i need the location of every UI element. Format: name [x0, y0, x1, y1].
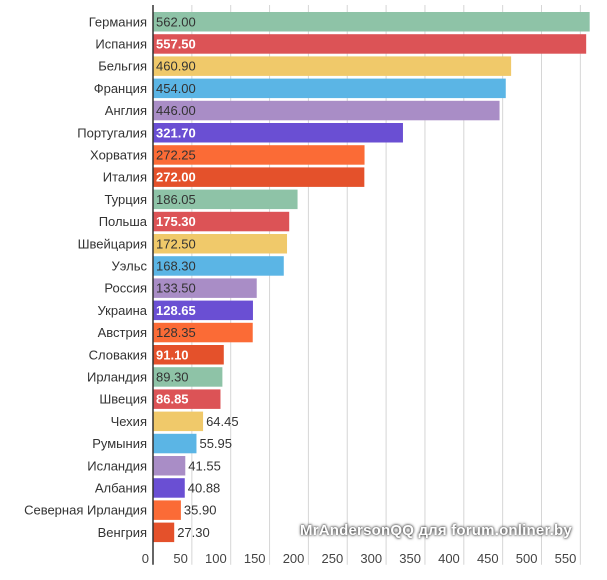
bar [153, 278, 257, 298]
category-label: Франция [94, 81, 147, 96]
category-label: Уэльс [112, 258, 148, 273]
x-tick-label: 200 [283, 551, 305, 566]
data-label: 128.35 [156, 325, 196, 340]
bar [153, 345, 224, 365]
data-label: 175.30 [156, 214, 196, 229]
data-label: 557.50 [156, 36, 196, 51]
bar [153, 389, 221, 409]
category-label: Швеция [99, 392, 147, 407]
bar [153, 123, 403, 143]
x-tick-label: 550 [555, 551, 577, 566]
x-tick-label: 100 [205, 551, 227, 566]
x-tick-label: 250 [322, 551, 344, 566]
data-label: 446.00 [156, 103, 196, 118]
category-label: Исландия [87, 458, 147, 473]
data-label: 272.00 [156, 170, 196, 185]
data-label: 172.50 [156, 236, 196, 251]
bar [153, 34, 587, 54]
data-label: 272.25 [156, 147, 196, 162]
bar [153, 145, 365, 165]
category-label: Бельгия [98, 59, 147, 74]
bar [153, 433, 197, 454]
x-tick-label: 0 [142, 551, 149, 566]
data-label: 128.65 [156, 303, 196, 318]
bar [153, 12, 590, 32]
bar [153, 78, 506, 99]
category-label: Албания [95, 480, 147, 495]
data-label: 168.30 [156, 258, 196, 273]
category-label: Украина [98, 303, 148, 318]
x-tick-label: 500 [516, 551, 538, 566]
x-tick-label: 450 [477, 551, 499, 566]
category-label: Англия [105, 103, 147, 118]
category-label: Венгрия [98, 525, 147, 540]
x-tick-label: 350 [399, 551, 421, 566]
bar [153, 367, 223, 387]
category-label: Испания [95, 36, 147, 51]
category-label: Португалия [77, 125, 147, 140]
bar [153, 256, 284, 276]
category-label: Чехия [111, 414, 147, 429]
data-label: 64.45 [206, 414, 239, 429]
data-label: 186.05 [156, 192, 196, 207]
data-label: 562.00 [156, 14, 196, 29]
bar [153, 500, 181, 520]
bar [153, 167, 365, 187]
bar [153, 211, 290, 232]
data-label: 41.55 [188, 458, 221, 473]
data-label: 89.30 [156, 369, 189, 384]
x-tick-label: 300 [360, 551, 382, 566]
data-label: 91.10 [156, 347, 189, 362]
data-label: 86.85 [156, 392, 189, 407]
bar [153, 189, 298, 210]
data-label: 133.50 [156, 281, 196, 296]
data-label: 460.90 [156, 59, 196, 74]
category-label: Северная Ирландия [24, 503, 147, 518]
bar [153, 456, 186, 476]
watermark: MrAndersonQQ для forum.onliner.by [300, 522, 572, 539]
category-label: Германия [89, 14, 147, 29]
bar [153, 322, 253, 343]
bar [153, 411, 204, 432]
category-label: Словакия [89, 347, 147, 362]
data-label: 55.95 [199, 436, 232, 451]
x-tick-label: 50 [173, 551, 187, 566]
category-label: Польша [99, 214, 148, 229]
category-label: Хорватия [90, 147, 147, 162]
bar [153, 522, 175, 543]
x-tick-label: 400 [438, 551, 460, 566]
bar [153, 300, 253, 321]
category-label: Италия [103, 170, 147, 185]
category-label: Австрия [98, 325, 147, 340]
data-label: 454.00 [156, 81, 196, 96]
data-label: 35.90 [184, 503, 217, 518]
data-label: 40.88 [188, 480, 221, 495]
category-label: Швейцария [78, 236, 147, 251]
bar [153, 234, 288, 254]
bar [153, 56, 512, 76]
data-label: 27.30 [177, 525, 210, 540]
category-label: Ирландия [87, 369, 147, 384]
x-tick-label: 150 [244, 551, 266, 566]
data-label: 321.70 [156, 125, 196, 140]
category-label: Турция [104, 192, 147, 207]
category-label: Россия [104, 281, 147, 296]
category-label: Румыния [92, 436, 147, 451]
bar [153, 100, 500, 121]
bar [153, 478, 185, 498]
